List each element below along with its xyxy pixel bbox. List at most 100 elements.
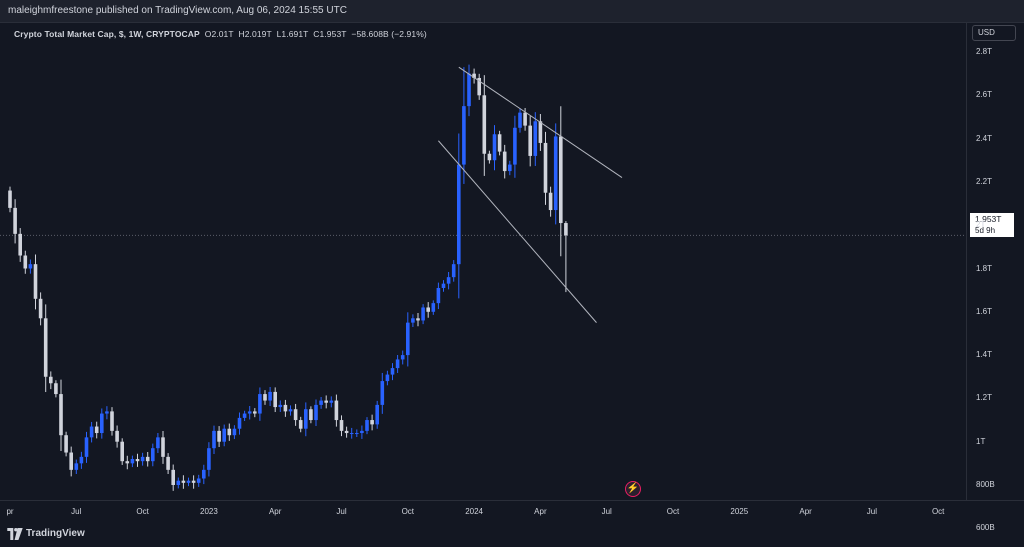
candle-body [64, 435, 68, 453]
candle-body [94, 426, 99, 434]
candle-body [339, 420, 344, 431]
candle-body [18, 233, 22, 256]
price-axis-border [966, 22, 967, 500]
candle-body [553, 136, 558, 211]
publisher-text: maleighmfreestone published on TradingVi… [8, 5, 347, 16]
candle-body [436, 287, 441, 304]
candle-body [222, 428, 226, 442]
candle-body [23, 255, 28, 269]
candle-body [533, 121, 538, 156]
candle-body [79, 456, 84, 464]
candle-body [115, 430, 119, 442]
candle-body [232, 428, 237, 436]
candle-body [406, 322, 410, 356]
x-tick-label: Oct [136, 507, 149, 516]
candle-body [467, 73, 471, 107]
candle-body [375, 404, 379, 425]
candle-body [161, 437, 165, 457]
candle-body [54, 383, 58, 395]
candle-body [446, 277, 451, 284]
candle-body [324, 400, 328, 403]
y-tick-label: 2T [976, 220, 986, 230]
y-tick-label: 2.2T [976, 176, 993, 186]
candle-body [38, 298, 43, 319]
candle-body [171, 469, 175, 485]
chart-frame[interactable] [0, 22, 1024, 522]
x-tick-label: Jul [866, 507, 878, 516]
candle-body [441, 283, 446, 288]
candle-body [400, 355, 405, 360]
candle-body [8, 190, 12, 208]
candle-body [74, 463, 79, 470]
x-tick-label: Apr [534, 507, 547, 516]
close-label: C [313, 29, 320, 39]
candle-body [334, 400, 339, 421]
low-label: L [276, 29, 282, 39]
last-price-value: 1.953T [975, 214, 1002, 224]
candle-body [548, 192, 553, 211]
y-tick-label: 800B [976, 480, 995, 489]
candle-body [298, 420, 303, 429]
y-tick-label: 1.2T [976, 393, 993, 403]
candle-body [176, 480, 181, 485]
candle-body [513, 127, 517, 165]
x-tick-label: 2024 [465, 507, 483, 516]
candle-body [13, 207, 17, 234]
candle-body [278, 404, 283, 408]
candle-body [110, 411, 114, 431]
candle-body [451, 264, 456, 278]
candle-body [497, 134, 502, 152]
candle-body [559, 136, 563, 224]
candle-body [492, 134, 497, 161]
candle-body [472, 73, 476, 78]
y-tick-label: 1.4T [976, 350, 993, 360]
symbol-info: Crypto Total Market Cap, $, 1W, CRYPTOCA… [14, 29, 427, 39]
candle-body [390, 368, 395, 375]
candle-body [89, 426, 94, 438]
bar-countdown: 5d 9h [975, 226, 996, 235]
candle-body [156, 437, 160, 449]
candle-body [130, 459, 135, 464]
y-tick-label: 2.4T [976, 133, 993, 143]
candle-body [59, 394, 63, 436]
candle-body [181, 480, 186, 483]
candle-body [217, 430, 221, 442]
candle-body [462, 106, 466, 165]
candle-body [304, 409, 308, 429]
open-value: 2.01T [211, 29, 234, 39]
candle-body [237, 417, 242, 429]
candle-body [344, 430, 349, 434]
candle-body [385, 374, 390, 382]
x-tick-label: Apr [268, 507, 282, 516]
candle-body [518, 112, 522, 128]
y-tick-label: 600B [976, 523, 995, 533]
last-price-label: 1.953T 5d 9h [970, 213, 1014, 237]
candle-body [487, 153, 492, 161]
low-value: 1.691T [281, 29, 309, 39]
x-tick-label: Jul [71, 507, 82, 516]
candle-body [564, 223, 568, 236]
trendline [458, 66, 623, 178]
tradingview-logo-icon [7, 528, 23, 540]
candle-body [288, 409, 293, 412]
candle-body [523, 112, 527, 126]
candle-body [273, 391, 277, 408]
candle-body [166, 456, 170, 470]
candle-body [84, 437, 89, 457]
currency-button[interactable]: USD [972, 25, 1016, 41]
y-tick-label: 1T [976, 436, 986, 446]
candle-body [457, 164, 461, 265]
candle-body [502, 151, 507, 172]
y-tick-label: 2.6T [976, 90, 993, 100]
candle-body [227, 428, 232, 436]
candle-body [319, 400, 323, 405]
candle-body [100, 413, 104, 434]
lightning-icon[interactable]: ⚡ [625, 481, 641, 497]
time-axis-border [0, 500, 1024, 501]
y-tick-label: 2.8T [976, 47, 993, 56]
candle-body [528, 125, 532, 156]
trendline [438, 140, 597, 323]
y-tick-label: 1.8T [976, 263, 993, 273]
candle-body [365, 420, 369, 431]
